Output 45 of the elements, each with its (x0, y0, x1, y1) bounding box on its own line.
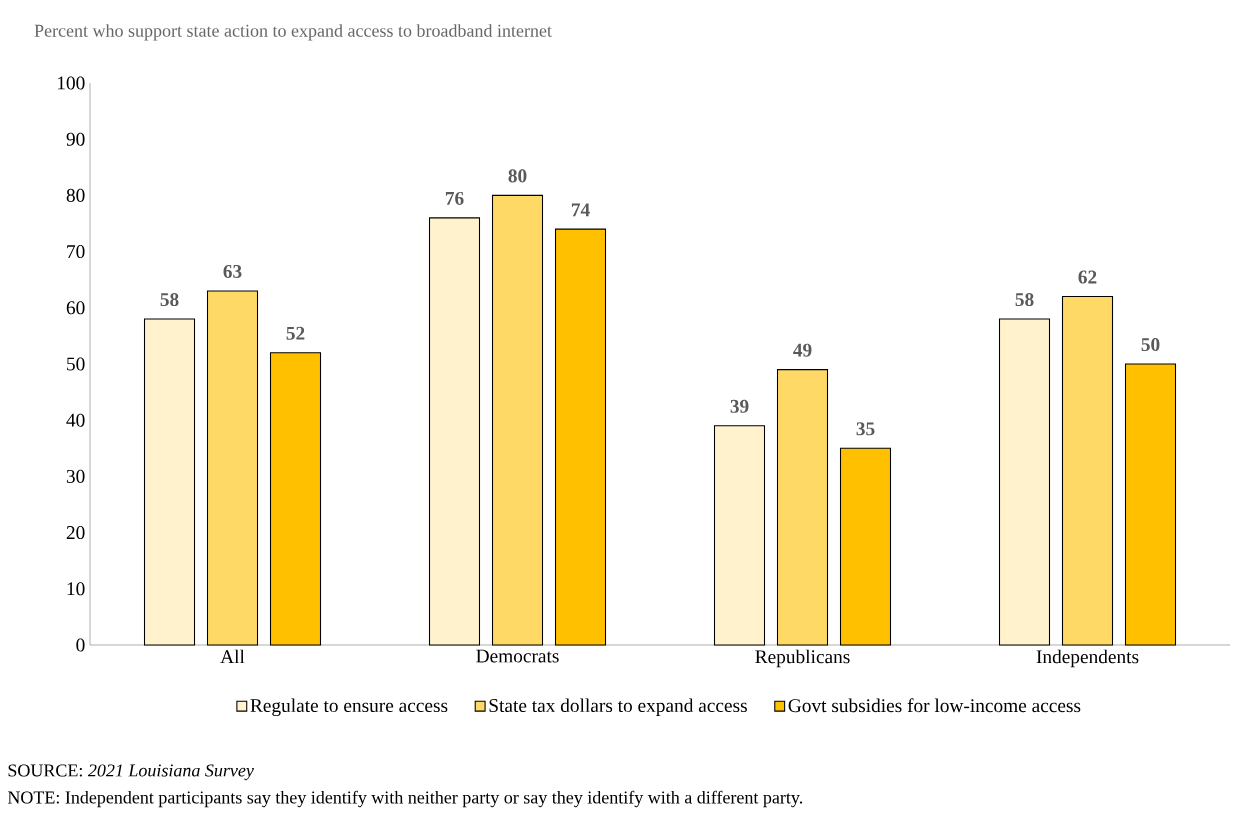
data-label: 58 (1015, 293, 1034, 307)
bar (269, 352, 322, 646)
y-tick-label: 60 (66, 301, 85, 315)
data-label: 39 (730, 399, 749, 413)
bar (206, 290, 259, 646)
data-label: 50 (1141, 337, 1160, 352)
data-label: 76 (445, 191, 464, 205)
x-tick-label: All (220, 649, 245, 664)
text: NOTE: Independent participants say they identify with neither party or say they identify with a different party. (7, 790, 803, 808)
legend-label: Regulate to ensure access (250, 698, 448, 717)
bar (1061, 296, 1114, 646)
data-label: 35 (856, 422, 875, 436)
data-label: 74 (571, 203, 590, 217)
x-tick-label: Republicans (755, 649, 850, 668)
y-tick-label: 30 (66, 469, 85, 483)
bar (839, 447, 892, 646)
y-tick-label: 90 (66, 132, 85, 146)
bar (776, 369, 829, 646)
bar (491, 194, 544, 646)
data-label: 80 (508, 169, 527, 183)
y-tick-label: 40 (66, 413, 85, 427)
data-label: 52 (286, 326, 305, 340)
x-tick-label: Democrats (476, 649, 559, 663)
y-tick-label: 0 (76, 638, 85, 652)
data-label: 58 (160, 293, 179, 307)
data-label: 49 (793, 343, 812, 357)
data-label: 62 (1078, 270, 1097, 284)
chart-title: Percent who support state action to expand access to broadband internet (34, 24, 552, 41)
y-tick-label: 50 (67, 357, 85, 371)
bar (143, 318, 196, 646)
bar (554, 228, 607, 646)
x-tick-label: Independents (1036, 649, 1139, 668)
y-tick-label: 100 (57, 76, 85, 90)
legend-label: State tax dollars to expand access (489, 698, 747, 716)
y-tick-label: 80 (66, 188, 85, 202)
y-tick-label: 10 (67, 582, 85, 596)
legend-label: Govt subsidies for low-income access (788, 698, 1081, 713)
y-tick-label: 20 (66, 526, 85, 540)
bar (428, 217, 481, 646)
bar (998, 318, 1051, 646)
source-note: SOURCE: 2021 Louisiana Survey (8, 764, 254, 781)
y-tick-label: 70 (67, 245, 85, 259)
bar (1124, 363, 1177, 646)
data-label: 63 (223, 264, 242, 278)
bar (713, 425, 766, 646)
